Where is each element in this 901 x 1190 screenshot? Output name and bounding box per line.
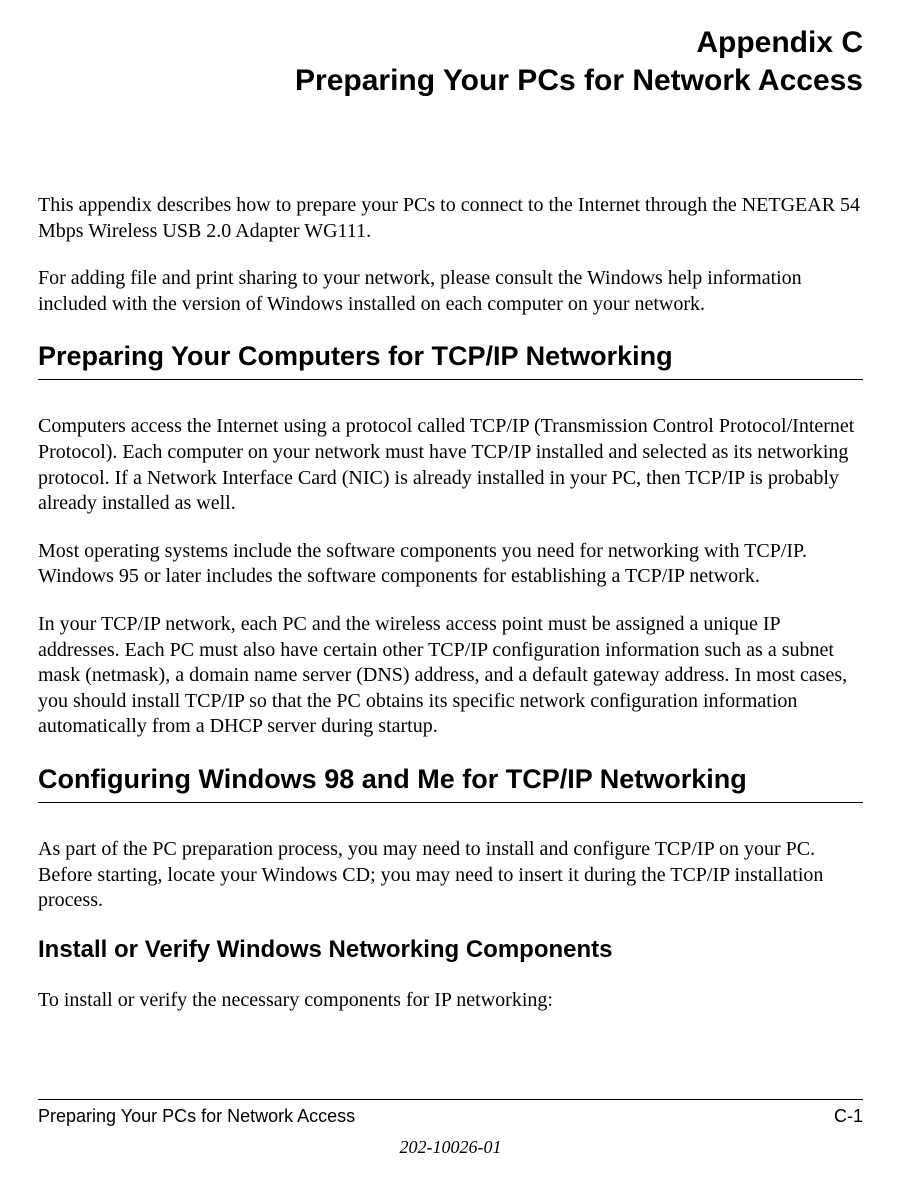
subsection-heading-install-verify: Install or Verify Windows Networking Com… [38, 936, 863, 964]
section1-para-3: In your TCP/IP network, each PC and the … [38, 612, 863, 740]
appendix-title-block: Appendix C Preparing Your PCs for Networ… [38, 24, 863, 99]
section-heading-windows-98-me: Configuring Windows 98 and Me for TCP/IP… [38, 764, 863, 803]
section-heading-preparing-tcpip: Preparing Your Computers for TCP/IP Netw… [38, 341, 863, 380]
page-footer: Preparing Your PCs for Network Access C-… [38, 1099, 863, 1158]
footer-doc-id: 202-10026-01 [38, 1137, 863, 1158]
footer-row: Preparing Your PCs for Network Access C-… [38, 1099, 863, 1127]
footer-left: Preparing Your PCs for Network Access [38, 1106, 355, 1127]
footer-page-number: C-1 [834, 1106, 863, 1127]
appendix-label: Appendix C [38, 24, 863, 62]
intro-para-1: This appendix describes how to prepare y… [38, 193, 863, 244]
section2-para-1: As part of the PC preparation process, y… [38, 837, 863, 914]
appendix-title: Preparing Your PCs for Network Access [38, 62, 863, 100]
section1-para-1: Computers access the Internet using a pr… [38, 414, 863, 516]
subsection-para-1: To install or verify the necessary compo… [38, 988, 863, 1014]
section1-para-2: Most operating systems include the softw… [38, 539, 863, 590]
intro-para-2: For adding file and print sharing to you… [38, 266, 863, 317]
